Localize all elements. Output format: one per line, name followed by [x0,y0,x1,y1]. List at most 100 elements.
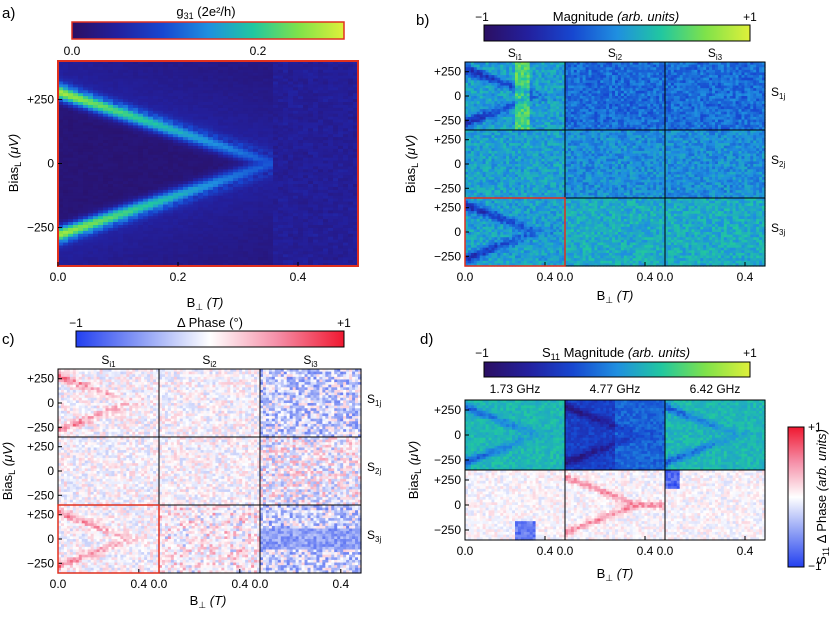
panel-b-colorbar-tick-max: +1 [743,10,757,24]
panel-d-cell-xtick-label: 0.4 [637,544,654,558]
panel-c-cell-ytick-label: +250 [27,508,54,522]
panel-b-cell-ytick-label: +250 [434,133,461,147]
panel-a-colorbar-tick-min: 0.0 [64,44,81,58]
panel-c-colorbar-title: Δ Phase (°) [177,315,243,330]
panel-b-label: b) [416,12,429,29]
panel-b-cell-1-2 [565,62,666,131]
panel-d-cell-ytick-label: +250 [434,473,461,487]
panel-b-cell-3-2 [565,198,666,267]
panel-d-colorbar [484,362,750,377]
panel-c-row-label: S1j [367,392,381,408]
panel-d-cell-ytick-label: 0 [454,428,461,442]
panel-b-cell-ytick-label: +250 [434,65,461,79]
panel-a-label: a) [2,5,15,22]
panel-c-cell-2-2 [159,437,261,506]
panel-c-cell-1-2 [159,369,261,438]
panel-d-cell-ytick-label: −250 [434,523,461,537]
panel-a-xtick-label: 0.4 [290,270,307,284]
panel-d-cell-xtick-label: 0.0 [657,544,674,558]
panel-c-column-label: Si2 [202,353,217,369]
panel-d-cell-1-3 [665,400,766,471]
panel-d-side-colorbar [788,427,804,567]
panel-b-cell-ytick-label: −250 [434,181,461,195]
panel-c-cell-xtick-label: 0.4 [332,577,349,591]
panel-b-cell-ytick-label: 0 [454,89,461,103]
panel-b-cell-xtick-label: 0.4 [537,270,554,284]
panel-d-cell-2-2 [565,470,666,541]
panel-d-cell-2-1 [465,470,566,541]
panel-d-cell-xtick-label: 0.4 [737,544,754,558]
panel-c-cell-ytick-label: 0 [47,464,54,478]
panel-a-xtick-label: 0.0 [50,270,67,284]
panel-c-colorbar [76,331,344,347]
panel-d-cell-ytick-label: 0 [454,498,461,512]
panel-c-colorbar-tick-min: −1 [69,316,83,330]
panel-d-cell-1-2 [565,400,666,471]
panel-a-colorbar-title: g31 (2e²/h) [176,4,235,21]
panel-c-cell-ytick-label: 0 [47,396,54,410]
panel-a-xlabel: B⊥ (T) [187,295,224,312]
panel-b-column-label: Si3 [708,46,723,62]
panel-b-colorbar-title: Magnitude (arb. units) [553,9,679,24]
panel-c-xlabel: B⊥ (T) [190,593,227,610]
panel-c-cell-3-2 [159,505,261,574]
panel-b-xlabel: B⊥ (T) [597,288,634,305]
panel-a-cells [58,61,359,267]
panel-c-cell-ytick-label: +250 [27,372,54,386]
panel-d-column-label: 4.77 GHz [590,382,641,396]
panel-d-cell-ytick-label: +250 [434,403,461,417]
panel-a-ytick-label: 0 [47,157,54,171]
panel-a-ylabel: BiasL (μV) [6,134,23,192]
panel-a-xtick-label: 0.2 [170,270,187,284]
panel-b-column-label: Si2 [608,46,623,62]
panel-b-cell-xtick-label: 0.0 [657,270,674,284]
panel-d-label: d) [420,331,433,348]
panel-d-column-label: 6.42 GHz [690,382,741,396]
panel-b-colorbar-tick-min: −1 [475,10,489,24]
panel-b-cell-2-3 [665,130,766,199]
panel-b-cell-3-3 [665,198,766,267]
panel-a-ytick-label: +250 [27,92,54,106]
panel-b-cell-1-3 [665,62,766,131]
panel-c-cell-xtick-label: 0.0 [50,577,67,591]
panel-d-side-colorbar-title: S11 Δ Phase (arb. units) [814,429,831,565]
panel-d-colorbar-title: S11 Magnitude (arb. units) [542,345,690,362]
panel-d-cell-ytick-label: −250 [434,453,461,467]
panel-c-cell-ytick-label: −250 [27,556,54,570]
panel-d-cell-xtick-label: 0.0 [457,544,474,558]
panel-b-row-label: S2j [771,153,785,169]
panel-d-ylabel: BiasL (μV) [406,441,423,499]
panel-b-cell-2-1 [465,130,566,199]
panel-c-cell-ytick-label: −250 [27,488,54,502]
panel-b-cell-xtick-label: 0.0 [557,270,574,284]
panel-d-xlabel: B⊥ (T) [597,566,634,583]
panel-c-cell-2-3 [260,437,362,506]
panel-c-ylabel: BiasL (μV) [0,442,17,500]
panel-c-cell-1-3 [260,369,362,438]
panel-c-cell-ytick-label: −250 [27,420,54,434]
panel-b-colorbar [484,25,750,41]
panel-b-cell-ytick-label: 0 [454,157,461,171]
panel-b-cell-xtick-label: 0.4 [737,270,754,284]
panel-d-cell-xtick-label: 0.0 [557,544,574,558]
panel-c-cell-xtick-label: 0.4 [231,577,248,591]
panel-b-cell-ytick-label: −250 [434,113,461,127]
panel-b-ylabel: BiasL (μV) [403,135,420,193]
panel-b-row-label: S3j [771,221,785,237]
panel-b-cell-ytick-label: −250 [434,249,461,263]
panel-b-row-label: S1j [771,85,785,101]
panel-c-cell-1-1 [58,369,160,438]
panel-b-cell-1-1 [465,62,566,131]
panel-d-column-label: 1.73 GHz [490,382,541,396]
panel-c-cell-2-1 [58,437,160,506]
panel-d-colorbar-tick-max: +1 [743,346,757,360]
panel-c-column-label: Si3 [303,353,318,369]
panel-c-cell-ytick-label: 0 [47,532,54,546]
panel-a-colorbar [72,22,344,39]
panel-c-cell-3-3 [260,505,362,574]
panel-c-cell-xtick-label: 0.0 [151,577,168,591]
